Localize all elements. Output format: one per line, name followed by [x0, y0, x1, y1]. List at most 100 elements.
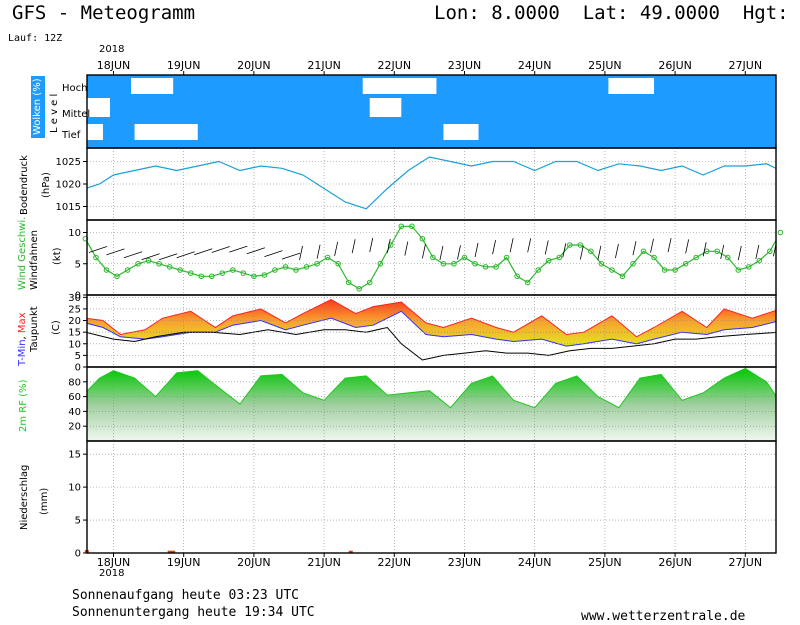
wind-barb [386, 238, 391, 254]
website-credit: www.wetterzentrale.de [581, 609, 746, 624]
precip-ylabel: Niederschlag [19, 465, 30, 530]
wind-speed-point [272, 267, 278, 273]
cloud-ylabel-bg [31, 76, 45, 138]
wind-speed-point [387, 242, 394, 248]
y-tick-label: 40 [68, 407, 81, 418]
y-tick-label: 0 [75, 363, 81, 374]
wind-speed-point [324, 254, 331, 261]
wind-speed-point [219, 270, 226, 276]
date-label-bottom: 27JUN [729, 556, 763, 569]
panel-frame [86, 440, 777, 554]
chart-title: GFS - Meteogramm [12, 2, 196, 24]
wind-speed-point [187, 270, 194, 276]
wind-speed-point [145, 257, 152, 264]
wind-speed-point [777, 229, 784, 236]
y-tick-label: 0 [75, 549, 81, 560]
wind-speed-point [314, 260, 320, 267]
wind-barb [281, 252, 301, 260]
date-label-top: 20JUN [237, 59, 271, 72]
humidity-area [87, 368, 776, 441]
wind-speed-point [240, 270, 247, 276]
date-label-bottom: 26JUN [658, 556, 692, 569]
date-label-top: 22JUN [378, 59, 412, 72]
year-bottom: 2018 [99, 568, 125, 579]
wind-barb [755, 244, 760, 260]
date-label-bottom: 24JUN [518, 556, 552, 569]
cloud-level-high: Hoch [62, 83, 87, 94]
wind-barb [492, 240, 496, 255]
wind-speed-point [103, 267, 110, 273]
wind-barb [421, 244, 426, 259]
wind-barb [141, 253, 160, 261]
wind-barb [159, 253, 178, 261]
wind-speed-point [545, 257, 552, 264]
wind-speed-point [577, 242, 584, 248]
wind-barb [615, 243, 619, 259]
run-label: Lauf: 12Z [8, 33, 63, 44]
wind-speed-point [714, 248, 721, 255]
wind-barb [702, 242, 707, 257]
y-tick-label: 60 [68, 392, 81, 403]
date-label-bottom: 19JUN [167, 556, 201, 569]
date-label-top: 18JUN [97, 59, 131, 72]
tmax-line [87, 299, 776, 338]
wind-ylabel2: Windfahnen [29, 230, 40, 290]
wind-speed-point [556, 254, 563, 261]
humidity-line [87, 367, 776, 409]
temperature-band [87, 299, 776, 347]
wind-barb [88, 246, 108, 253]
wind-speed-point [177, 267, 183, 273]
wind-barb [439, 245, 444, 261]
date-label-bottom: 21JUN [307, 556, 341, 569]
cloud-ylabel: Wolken (%) [32, 78, 43, 135]
y-tick-label: 15 [68, 328, 81, 339]
y-tick-label: 5 [75, 516, 81, 527]
date-label-top: 26JUN [658, 59, 692, 72]
cloud-gap [608, 78, 655, 94]
precip-bar [167, 550, 172, 553]
y-tick-label: 10 [68, 228, 81, 239]
wind-speed-point [640, 248, 647, 255]
wind-barb [579, 245, 584, 260]
cloud-gap [362, 78, 402, 94]
wind-barb [176, 251, 195, 259]
wind-barb [527, 238, 532, 253]
wind-barb [650, 238, 654, 253]
y-tick-label: 5 [75, 351, 81, 362]
wind-barb [246, 247, 266, 255]
y-tick-label: 25 [68, 304, 81, 315]
wind-speed-point [609, 267, 615, 273]
y-tick-label: 10 [68, 483, 81, 494]
wind-speed-point [619, 273, 626, 280]
wind-speed-point [114, 273, 120, 280]
wind-barb [544, 240, 549, 255]
wind-speed-point [724, 254, 731, 261]
pressure-unit: (hPa) [41, 172, 52, 198]
wind-speed-point [493, 264, 499, 270]
wind-speed-point [693, 254, 699, 261]
wind-barb [632, 241, 637, 256]
wind-barb [404, 241, 409, 256]
wind-speed-point [735, 267, 742, 273]
temperature-unit: (C) [51, 320, 62, 335]
wind-barb [316, 244, 321, 259]
wind-barb [737, 245, 742, 261]
y-tick-label: 20 [68, 316, 81, 327]
wind-speed-point [251, 273, 257, 280]
y-tick-label: 30 [68, 293, 81, 304]
wind-barb [685, 239, 690, 254]
wind-barb [474, 242, 479, 258]
tmin-label: T-Min [17, 339, 28, 367]
wind-speed-point [208, 273, 215, 280]
wind-speed-point [293, 267, 299, 273]
wind-speed-point [377, 260, 384, 267]
wind-barb [299, 245, 303, 261]
precip-bar [348, 550, 353, 553]
wind-barb [720, 244, 725, 260]
wind-barb [194, 248, 213, 256]
wind-speed-point [166, 264, 173, 270]
y-tick-label: 80 [68, 377, 81, 388]
y-tick-label: 0 [75, 291, 81, 302]
wind-speed-point [93, 254, 99, 261]
